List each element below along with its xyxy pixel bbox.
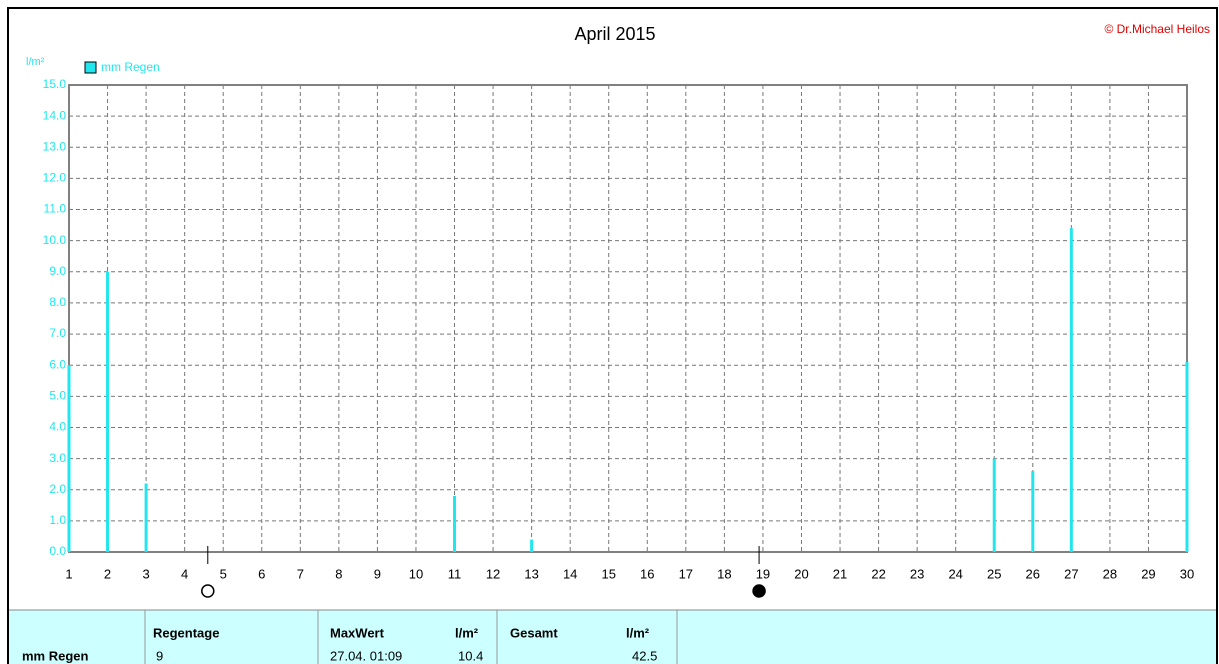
x-tick-label: 1 (65, 566, 72, 581)
x-tick-label: 24 (948, 566, 962, 581)
y-tick-label: 2.0 (49, 482, 66, 496)
y-tick-label: 0.0 (49, 544, 66, 558)
y-tick-label: 5.0 (49, 389, 66, 403)
x-tick-label: 23 (910, 566, 924, 581)
bar (530, 539, 534, 552)
x-tick-label: 11 (448, 566, 462, 581)
summary-band (9, 610, 1216, 664)
bar (1069, 228, 1073, 553)
x-tick-label: 27 (1064, 566, 1078, 581)
legend-swatch (84, 61, 97, 74)
x-tick-label: 10 (409, 566, 423, 581)
x-tick-label: 5 (220, 566, 227, 581)
bar (453, 495, 457, 552)
summary-value: 9 (156, 648, 163, 663)
summary-value: 10.4 (458, 648, 483, 663)
x-tick-label: 16 (640, 566, 654, 581)
frame (7, 7, 1218, 664)
summary-header: Gesamt (510, 625, 558, 640)
x-tick-label: 25 (987, 566, 1001, 581)
moon-symbol (752, 584, 766, 598)
y-tick-label: 6.0 (49, 357, 66, 371)
x-tick-label: 20 (794, 566, 808, 581)
x-tick-label: 30 (1180, 566, 1194, 581)
x-tick-label: 22 (871, 566, 885, 581)
y-tick-label: 13.0 (43, 139, 67, 153)
x-tick-label: 15 (601, 566, 615, 581)
x-tick-label: 26 (1026, 566, 1040, 581)
summary-header: l/m² (626, 625, 650, 640)
x-tick-label: 13 (524, 566, 538, 581)
bar (1185, 362, 1189, 552)
bar (992, 458, 996, 552)
bar (144, 483, 148, 552)
y-tick-label: 9.0 (49, 264, 66, 278)
x-tick-label: 19 (756, 566, 770, 581)
x-tick-label: 9 (374, 566, 381, 581)
y-tick-label: 3.0 (49, 451, 66, 465)
summary-value: 42.5 (632, 648, 657, 663)
y-tick-label: 11.0 (44, 202, 67, 216)
y-axis-label: l/m² (26, 56, 45, 68)
x-tick-label: 29 (1141, 566, 1155, 581)
summary-row-label: mm Regen (22, 648, 89, 663)
y-tick-label: 14.0 (43, 108, 67, 122)
bar (67, 365, 71, 552)
x-tick-label: 8 (335, 566, 342, 581)
y-tick-label: 1.0 (49, 513, 66, 527)
x-tick-label: 6 (258, 566, 265, 581)
x-tick-label: 18 (717, 566, 731, 581)
credit: © Dr.Michael Heilos (1104, 22, 1210, 36)
x-tick-label: 4 (181, 566, 188, 581)
plot-border (68, 84, 1188, 553)
y-tick-label: 12.0 (43, 171, 67, 185)
bar (1031, 471, 1035, 552)
y-tick-label: 15.0 (43, 77, 67, 91)
x-tick-label: 12 (486, 566, 500, 581)
y-tick-label: 10.0 (43, 233, 67, 247)
x-tick-label: 7 (297, 566, 304, 581)
summary-header: MaxWert (330, 625, 385, 640)
y-tick-label: 4.0 (49, 420, 66, 434)
x-tick-label: 14 (563, 566, 577, 581)
x-tick-label: 28 (1103, 566, 1117, 581)
x-tick-label: 21 (833, 566, 847, 581)
summary-header: l/m² (455, 625, 479, 640)
legend-label: mm Regen (101, 60, 160, 74)
summary-header: Regentage (153, 625, 219, 640)
x-tick-label: 3 (142, 566, 149, 581)
summary-value: 27.04. 01:09 (330, 648, 402, 663)
y-tick-label: 7.0 (49, 326, 66, 340)
bar (106, 271, 110, 552)
x-tick-label: 2 (104, 566, 111, 581)
chart-title: April 2015 (574, 24, 655, 44)
y-tick-label: 8.0 (49, 295, 66, 309)
moon-symbol (201, 584, 215, 598)
x-tick-label: 17 (679, 566, 693, 581)
